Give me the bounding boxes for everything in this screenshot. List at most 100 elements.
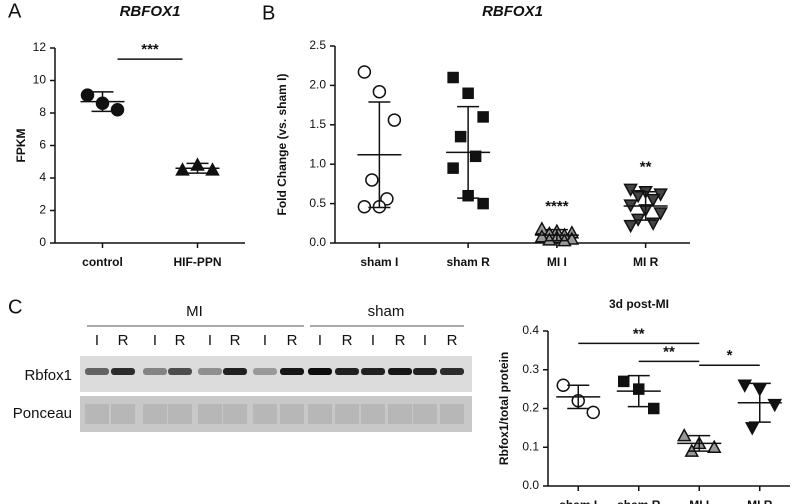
lane-label: I <box>208 332 212 349</box>
sd-bar <box>688 434 711 452</box>
point <box>110 103 125 117</box>
band <box>388 368 412 375</box>
ponceau-band <box>85 404 109 424</box>
lane-label: R <box>395 332 406 349</box>
sd-bar <box>567 384 590 410</box>
y-tick-label: 10 <box>33 73 47 87</box>
ponceau-band <box>111 404 135 424</box>
ponceau-band <box>198 404 222 424</box>
ponceau-band <box>143 404 167 424</box>
y-tick-label: 0.0 <box>309 235 326 249</box>
ponceau-band <box>413 404 437 424</box>
lane-label: R <box>175 332 186 349</box>
sd-bar <box>186 162 209 174</box>
chart-title: 3d post-MI <box>609 297 669 311</box>
x-tick-label: MI I <box>547 255 567 269</box>
band <box>168 368 192 375</box>
lane-label: I <box>95 332 99 349</box>
band <box>335 368 359 375</box>
ponceau-band <box>440 404 464 424</box>
sd-bar <box>545 228 568 242</box>
point <box>564 231 580 245</box>
point <box>477 111 489 123</box>
y-axis-label: FPKM <box>14 129 28 163</box>
point <box>372 84 387 99</box>
point <box>618 375 630 388</box>
x-tick-label: sham I <box>360 255 398 269</box>
y-tick-label: 0.4 <box>522 323 539 337</box>
row-label: Rbfox1 <box>24 367 72 384</box>
point <box>653 207 668 221</box>
x-tick-label: sham R <box>446 255 490 269</box>
band <box>111 368 135 375</box>
band <box>85 368 109 375</box>
y-tick-label: 1.5 <box>309 117 326 131</box>
point <box>462 87 474 100</box>
y-tick-label: 0.0 <box>522 478 539 492</box>
band <box>361 368 385 375</box>
lane-label: I <box>153 332 157 349</box>
significance: ** <box>640 158 652 175</box>
point <box>767 398 783 413</box>
band <box>223 368 247 375</box>
point <box>175 162 190 176</box>
point <box>706 439 722 453</box>
significance: *** <box>141 41 159 58</box>
point <box>80 88 95 102</box>
y-tick-label: 12 <box>33 40 47 54</box>
ponceau-band <box>168 404 192 424</box>
panel-label: C <box>8 296 22 318</box>
sd-bar <box>627 374 650 408</box>
lane-label: R <box>287 332 298 349</box>
point <box>477 197 489 210</box>
ponceau-band <box>388 404 412 424</box>
ponceau-band <box>280 404 304 424</box>
point <box>630 189 646 204</box>
y-tick-label: 6 <box>39 138 46 152</box>
y-tick-label: 0.3 <box>522 362 539 376</box>
lane-label: I <box>371 332 375 349</box>
lane-label: I <box>318 332 322 349</box>
sd-bar <box>634 191 657 221</box>
x-tick-label: HIF-PPN <box>174 255 222 269</box>
point <box>737 379 753 393</box>
band <box>198 368 222 375</box>
point <box>357 65 372 79</box>
point <box>534 229 550 243</box>
point <box>205 162 220 176</box>
lane-label: I <box>263 332 267 349</box>
band <box>440 368 464 375</box>
sd-bar <box>748 382 771 423</box>
significance: ** <box>663 343 675 360</box>
y-tick-label: 4 <box>39 170 46 184</box>
y-tick-label: 2.0 <box>309 78 326 92</box>
ponceau-band <box>308 404 332 424</box>
y-tick-label: 0 <box>39 235 46 249</box>
x-tick-label: sham R <box>617 498 661 504</box>
x-tick-label: sham I <box>559 498 597 504</box>
point <box>648 402 660 415</box>
x-tick-label: MI R <box>747 498 773 504</box>
ponceau-band <box>223 404 247 424</box>
point <box>357 200 372 214</box>
point <box>469 150 482 163</box>
point <box>447 162 459 174</box>
y-axis-label: Rbfox1/total protein <box>497 352 511 465</box>
significance: **** <box>545 198 569 215</box>
x-tick-label: MI I <box>689 498 709 504</box>
point <box>676 428 692 442</box>
y-axis-label: Fold Change (vs. sham I) <box>275 73 289 215</box>
point <box>387 113 402 127</box>
y-tick-label: 8 <box>39 105 46 119</box>
band <box>308 368 332 375</box>
point <box>623 219 638 234</box>
point <box>645 193 661 208</box>
y-tick-label: 0.2 <box>522 401 539 415</box>
panel-label: B <box>262 2 275 24</box>
sd-bar <box>368 101 391 209</box>
point <box>586 405 600 420</box>
y-tick-label: 2.5 <box>309 38 326 52</box>
lane-label: R <box>230 332 241 349</box>
band <box>413 368 437 375</box>
